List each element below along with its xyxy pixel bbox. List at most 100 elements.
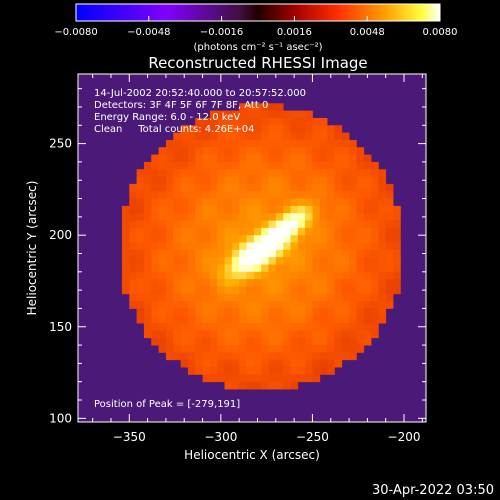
heatmap-cell [231,308,240,317]
heatmap-cell [327,359,335,368]
heatmap-cell [165,191,174,199]
heatmap-cell [187,301,196,309]
heatmap-cell [327,213,335,221]
heatmap-cell [268,308,277,317]
heatmap-cell [275,227,284,236]
heatmap-cell [297,352,306,361]
heatmap-cell [239,132,247,141]
heatmap-cell [349,139,357,148]
heatmap-cell [290,191,299,199]
heatmap-cell [202,271,211,280]
heatmap-cell [283,367,291,375]
heatmap-cell [217,315,225,324]
heatmap-cell [371,264,379,273]
heatmap-cell [305,337,313,346]
heatmap-cell [283,147,291,155]
heatmap-cell [246,301,255,309]
colorbar-tick-label: −0.0080 [54,27,97,38]
heatmap-cell [261,286,269,295]
heatmap-cell [239,227,247,236]
heatmap-cell [356,330,365,339]
heatmap-cell [356,227,365,236]
heatmap-cell [202,249,211,258]
heatmap-cell [290,374,299,383]
heatmap-cell [327,161,335,170]
heatmap-cell [187,264,196,273]
heatmap-cell [209,315,218,324]
heatmap-cell [202,315,211,324]
heatmap-cell [143,205,152,214]
heatmap-cell [312,220,321,229]
heatmap-cell [312,323,321,331]
heatmap-cell [239,337,247,346]
heatmap-cell [290,315,299,324]
heatmap-cell [217,359,225,368]
heatmap-cell [283,257,291,265]
heatmap-cell [290,161,299,170]
heatmap-cell [121,279,130,287]
heatmap-cell [319,169,328,177]
heatmap-cell [195,227,203,236]
heatmap-cell [217,257,225,265]
heatmap-cell [202,147,211,155]
heatmap-cell [158,330,167,339]
heatmap-cell [202,220,211,229]
heatmap-cell [393,279,401,287]
heatmap-cell [275,308,284,317]
heatmap-cell [253,374,262,383]
heatmap-cell [239,169,247,177]
heatmap-cell [195,257,203,265]
heatmap-cell [378,169,387,177]
heatmap-cell [349,293,357,302]
heatmap-cell [283,308,291,317]
heatmap-cell [158,161,167,170]
heatmap-cell [129,235,138,243]
heatmap-cell [151,169,159,177]
heatmap-cell [239,205,247,214]
heatmap-cell [195,191,203,199]
heatmap-cell [268,132,277,141]
heatmap-cell [261,235,269,243]
heatmap-cell [341,257,350,265]
heatmap-cell [275,235,284,243]
heatmap-cell [158,337,167,346]
heatmap-cell [195,367,203,375]
heatmap-cell [246,315,255,324]
heatmap-cell [261,242,269,251]
heatmap-cell [217,205,225,214]
heatmap-cell [231,169,240,177]
heatmap-cell [327,286,335,295]
heatmap-cell [121,242,130,251]
heatmap-cell [165,242,174,251]
heatmap-cell [187,293,196,302]
heatmap-cell [283,330,291,339]
heatmap-cell [253,103,262,112]
heatmap-cell [246,147,255,155]
heatmap-cell [239,139,247,148]
heatmap-cell [209,301,218,309]
colorbar-gradient [75,3,441,22]
heatmap-cell [253,286,262,295]
heatmap-cell [136,191,145,199]
heatmap-cell [129,220,138,229]
heatmap-cell [158,301,167,309]
heatmap-cell [239,125,247,134]
heatmap-cell [290,381,299,390]
heatmap-cell [136,220,145,229]
heatmap-cell [231,264,240,273]
heatmap-cell [195,220,203,229]
heatmap-cell [202,227,211,236]
heatmap-cell [312,235,321,243]
heatmap-cell [378,249,387,258]
heatmap-cell [393,249,401,258]
heatmap-cell [195,161,203,170]
heatmap-cell [136,169,145,177]
heatmap-cell [217,161,225,170]
heatmap-cell [297,220,306,229]
heatmap-cell [268,359,277,368]
heatmap-cell [180,249,189,258]
heatmap-cell [312,161,321,170]
heatmap-cell [209,249,218,258]
heatmap-cell [283,213,291,221]
heatmap-cell [136,293,145,302]
